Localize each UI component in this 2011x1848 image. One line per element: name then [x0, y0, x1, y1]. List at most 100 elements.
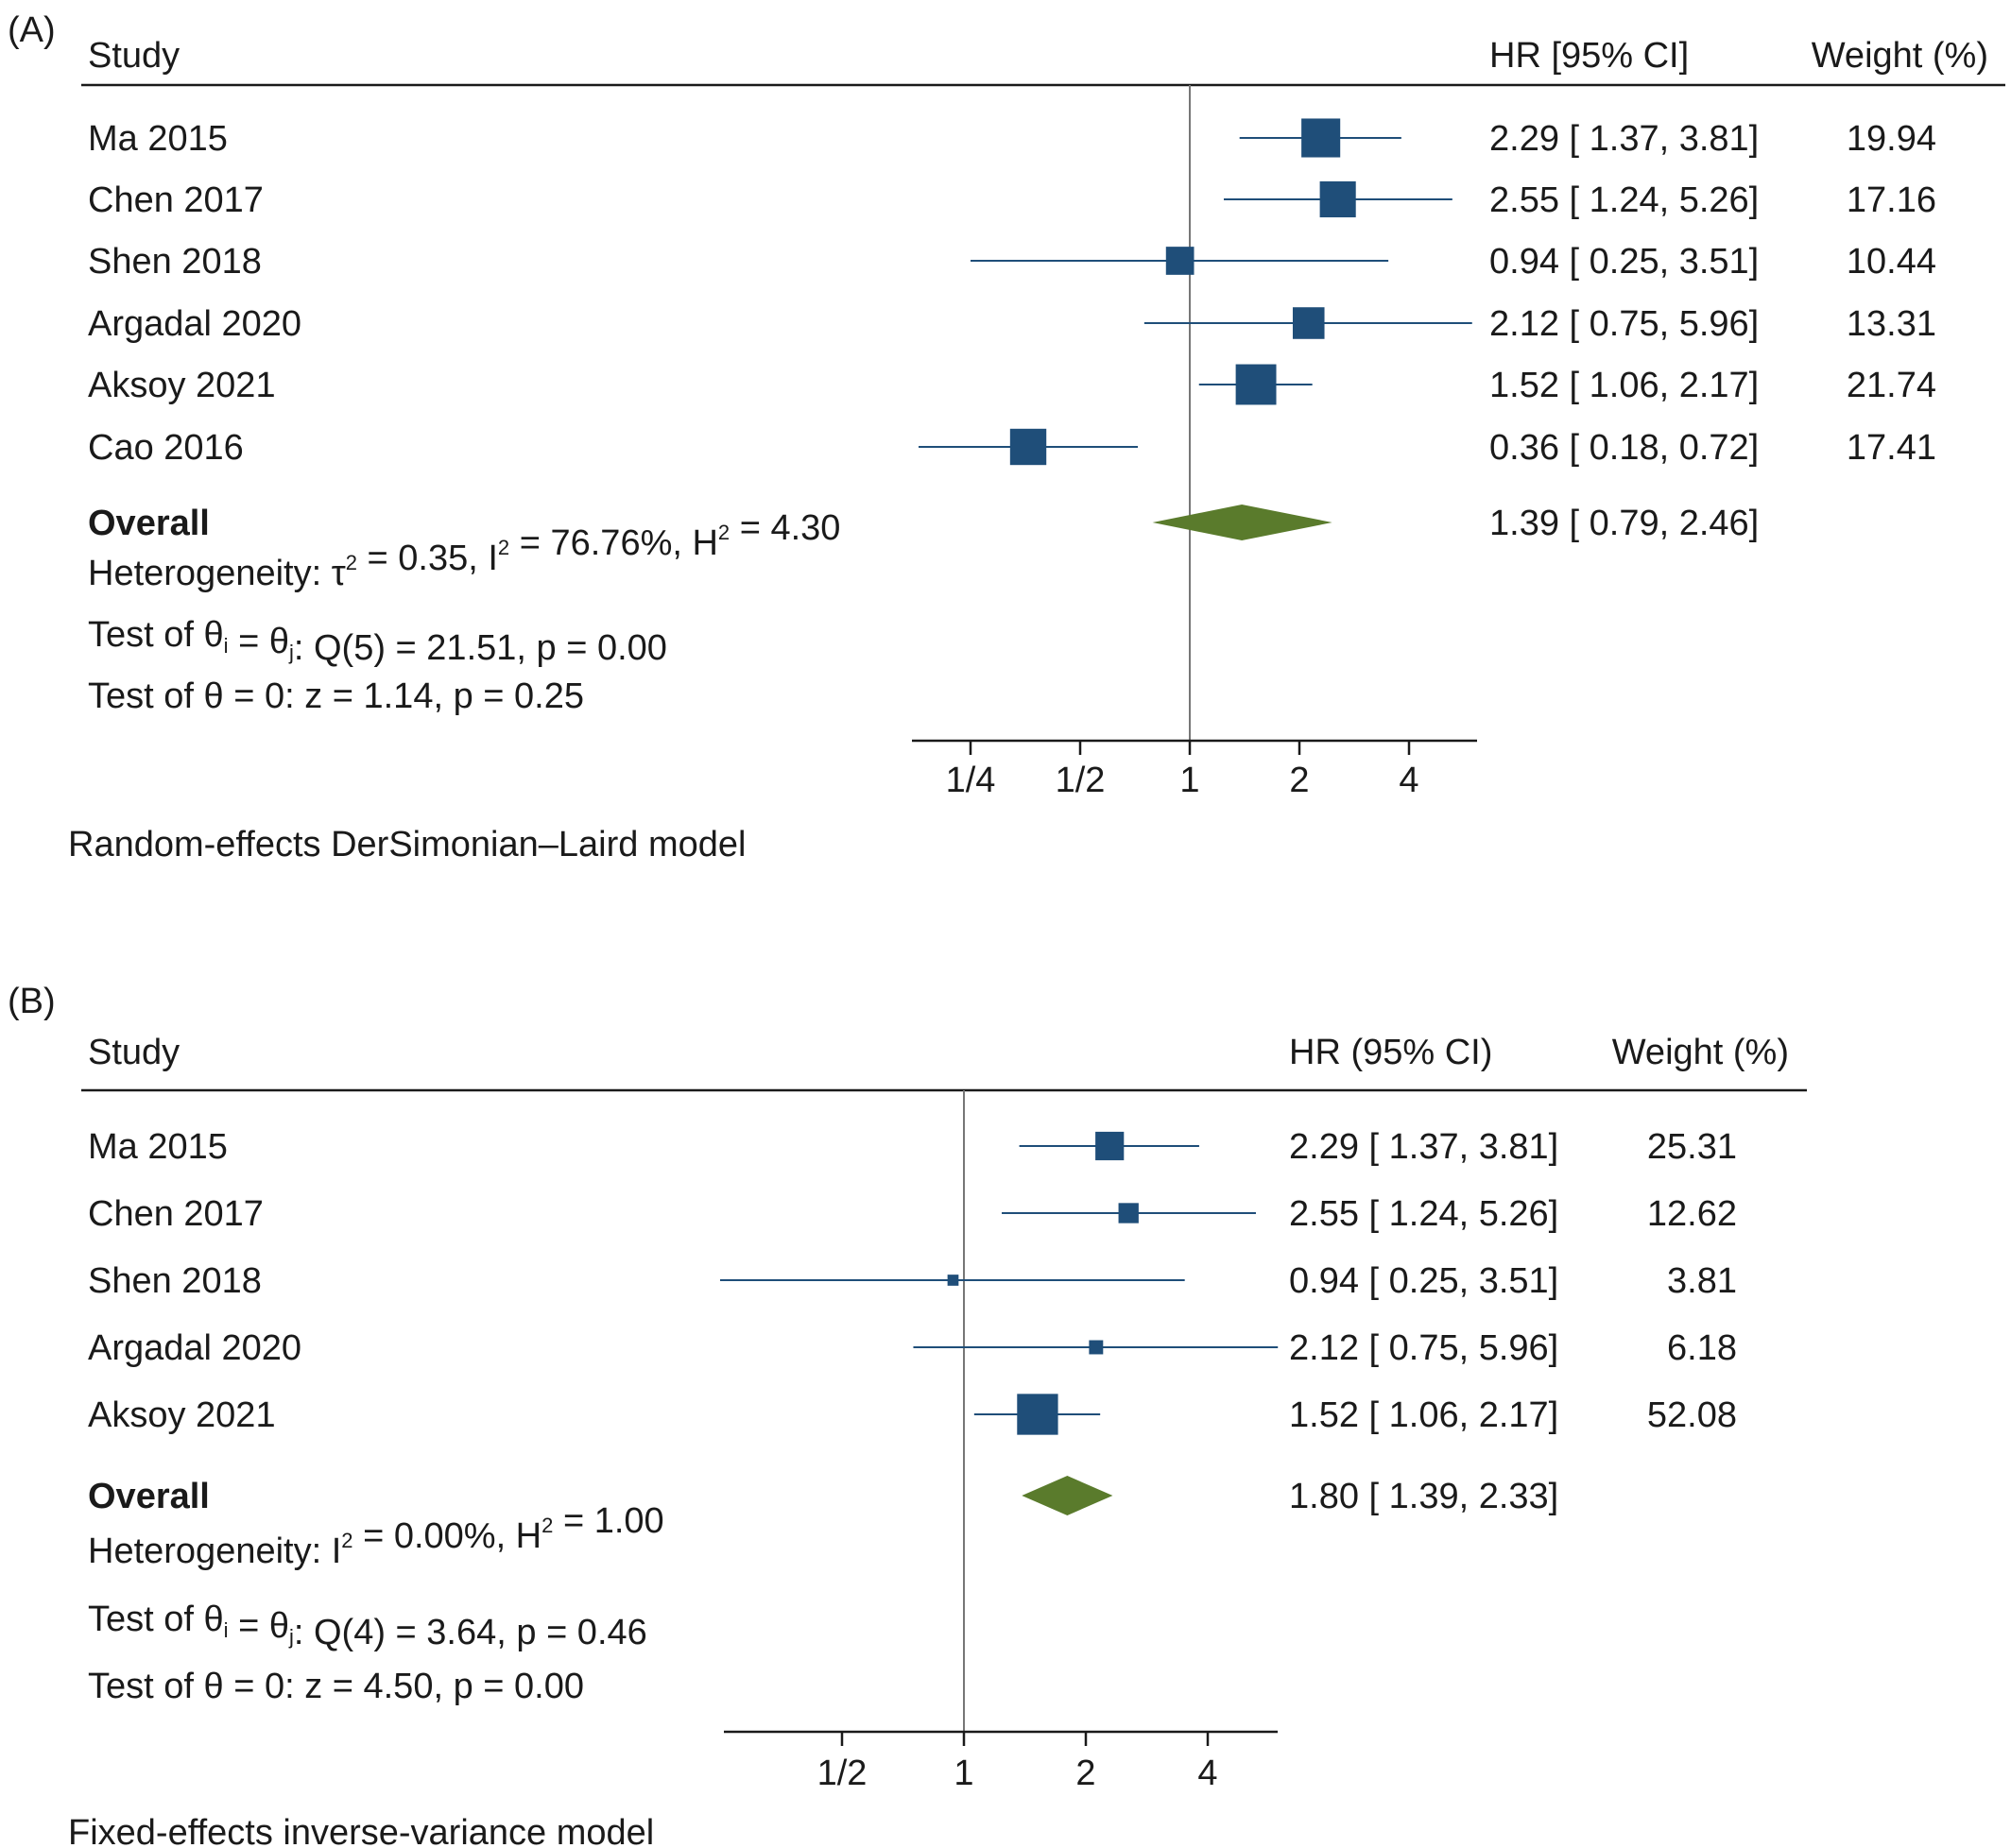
stats-text: Test of θ: [88, 1600, 224, 1639]
study-name: Aksoy 2021: [88, 366, 276, 405]
stats-text: : Q(4) = 3.64, p = 0.46: [294, 1613, 647, 1652]
study-weight: 13.31: [1847, 304, 1936, 344]
study-row: Argadal 2020 2.12 [ 0.75, 5.96] 6.18: [88, 1328, 1737, 1368]
study-row: Shen 2018 0.94 [ 0.25, 3.51] 3.81: [88, 1261, 1737, 1301]
x-tick-label: 1: [1179, 761, 1199, 800]
hr-marker: [1319, 180, 1356, 218]
study-ci-text: 2.29 [ 1.37, 3.81]: [1289, 1127, 1558, 1167]
superscript: 2: [346, 551, 357, 574]
hr-marker: [1165, 247, 1195, 275]
stats-text: = θ: [229, 1606, 289, 1646]
header-study: Study: [88, 36, 180, 76]
study-name: Argadal 2020: [88, 1328, 301, 1368]
study-name: Ma 2015: [88, 1127, 228, 1167]
subscript: j: [288, 641, 294, 664]
header-weight: Weight (%): [1612, 1033, 1789, 1072]
overall-label: Overall: [88, 504, 210, 543]
stats-text: = θ: [229, 622, 289, 661]
hr-marker: [947, 1275, 959, 1286]
study-weight: 21.74: [1847, 366, 1936, 405]
superscript: 2: [718, 521, 730, 544]
study-weight: 12.62: [1647, 1194, 1737, 1234]
header-study: Study: [88, 1033, 180, 1072]
stats-text: Test of θ = 0: z = 1.14, p = 0.25: [88, 676, 584, 716]
panel-label: (B): [8, 982, 56, 1021]
overall-label: Overall: [88, 1477, 210, 1516]
study-weight: 17.41: [1847, 428, 1936, 468]
superscript: 2: [541, 1514, 553, 1537]
hr-marker: [1292, 307, 1325, 339]
study-weight: 19.94: [1847, 119, 1936, 159]
study-weight: 10.44: [1847, 242, 1936, 282]
x-tick-label: 1/4: [946, 761, 996, 800]
hr-marker: [1118, 1203, 1139, 1223]
hr-marker: [1301, 118, 1341, 158]
hr-marker: [1017, 1394, 1058, 1435]
subscript: i: [224, 1618, 229, 1642]
study-ci-text: 0.94 [ 0.25, 3.51]: [1489, 242, 1759, 282]
stats-line: Test of θ = 0: z = 1.14, p = 0.25: [88, 676, 584, 716]
study-weight: 17.16: [1847, 180, 1936, 220]
study-name: Argadal 2020: [88, 304, 301, 344]
model-note: Fixed-effects inverse-variance model: [68, 1813, 654, 1848]
study-row: Ma 2015 2.29 [ 1.37, 3.81] 25.31: [88, 1127, 1737, 1167]
study-row: Aksoy 2021 1.52 [ 1.06, 2.17] 52.08: [88, 1394, 1737, 1435]
study-weight: 25.31: [1647, 1127, 1737, 1167]
stats-text: = 4.30: [730, 508, 840, 548]
forest-panel-a: (A) Study HR [95% CI] Weight (%) Ma 2015 2.29…: [8, 10, 2005, 864]
x-tick-label: 4: [1197, 1754, 1217, 1793]
stats-line: Heterogeneity: τ2 = 0.35, I2 = 76.76%, H…: [88, 508, 840, 593]
superscript: 2: [341, 1529, 352, 1552]
model-note: Random-effects DerSimonian–Laird model: [68, 825, 746, 864]
x-tick-label: 4: [1399, 761, 1418, 800]
stats-line: Test of θi = θj: Q(4) = 3.64, p = 0.46: [88, 1600, 647, 1652]
study-name: Cao 2016: [88, 428, 244, 468]
overall-ci-text: 1.39 [ 0.79, 2.46]: [1489, 504, 1759, 543]
study-name: Chen 2017: [88, 180, 264, 220]
study-row: Aksoy 2021 1.52 [ 1.06, 2.17] 21.74: [88, 364, 1936, 405]
stats-text: Heterogeneity: τ: [88, 554, 346, 593]
study-row: Argadal 2020 2.12 [ 0.75, 5.96] 13.31: [88, 304, 1936, 344]
stats-line: Heterogeneity: I2 = 0.00%, H2 = 1.00: [88, 1501, 664, 1571]
study-ci-text: 2.12 [ 0.75, 5.96]: [1489, 304, 1759, 344]
stats-text: Test of θ = 0: z = 4.50, p = 0.00: [88, 1667, 584, 1706]
x-tick-label: 2: [1289, 761, 1309, 800]
study-name: Chen 2017: [88, 1194, 264, 1234]
study-weight: 3.81: [1667, 1261, 1737, 1301]
stats-text: Test of θ: [88, 615, 224, 655]
panel-label: (A): [8, 10, 56, 50]
study-row: Cao 2016 0.36 [ 0.18, 0.72] 17.41: [88, 428, 1936, 468]
stats-line: Test of θ = 0: z = 4.50, p = 0.00: [88, 1667, 584, 1706]
hr-marker: [1095, 1131, 1125, 1161]
study-ci-text: 2.12 [ 0.75, 5.96]: [1289, 1328, 1558, 1368]
study-row: Ma 2015 2.29 [ 1.37, 3.81] 19.94: [88, 118, 1936, 159]
header-ci: HR (95% CI): [1289, 1033, 1492, 1072]
study-ci-text: 1.52 [ 1.06, 2.17]: [1489, 366, 1759, 405]
header-weight: Weight (%): [1812, 36, 1988, 76]
overall-diamond: [1152, 505, 1332, 540]
x-tick-label: 1/2: [1056, 761, 1106, 800]
x-tick-label: 1: [954, 1754, 973, 1793]
superscript: 2: [498, 536, 509, 559]
overall-diamond: [1022, 1476, 1113, 1515]
overall-ci-text: 1.80 [ 1.39, 2.33]: [1289, 1477, 1558, 1516]
hr-marker: [1235, 364, 1277, 405]
study-ci-text: 2.55 [ 1.24, 5.26]: [1489, 180, 1759, 220]
stats-text: : Q(5) = 21.51, p = 0.00: [294, 628, 667, 668]
forest-panel-b: (B) Study HR (95% CI) Weight (%) Ma 2015 2.29…: [8, 982, 1807, 1848]
subscript: j: [288, 1625, 294, 1649]
stats-text: = 76.76%, H: [509, 523, 718, 563]
study-name: Aksoy 2021: [88, 1395, 276, 1435]
study-ci-text: 2.55 [ 1.24, 5.26]: [1289, 1194, 1558, 1234]
x-tick-label: 1/2: [817, 1754, 868, 1793]
subscript: i: [224, 634, 229, 658]
stats-text: = 0.35, I: [357, 539, 498, 578]
study-ci-text: 0.94 [ 0.25, 3.51]: [1289, 1261, 1558, 1301]
study-name: Shen 2018: [88, 1261, 262, 1301]
x-tick-label: 2: [1075, 1754, 1095, 1793]
stats-text: Heterogeneity: I: [88, 1531, 341, 1571]
stats-text: = 0.00%, H: [353, 1516, 542, 1556]
study-row: Shen 2018 0.94 [ 0.25, 3.51] 10.44: [88, 242, 1936, 282]
study-ci-text: 2.29 [ 1.37, 3.81]: [1489, 119, 1759, 159]
